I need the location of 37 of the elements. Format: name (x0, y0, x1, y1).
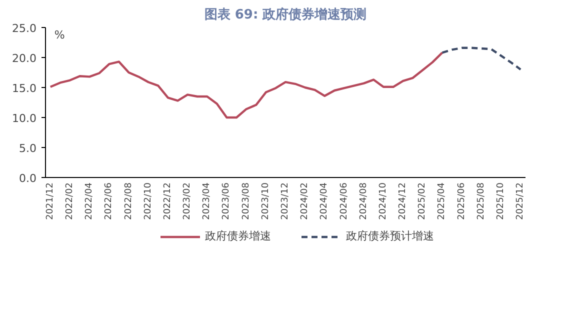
x-tick-label: 2023/06 (222, 182, 232, 220)
x-tick-label: 2023/08 (241, 182, 252, 220)
x-tick-label: 2022/04 (84, 182, 95, 220)
y-axis-title: % (54, 28, 65, 42)
y-tick-label: 10.0 (12, 112, 37, 125)
line-series (49, 52, 444, 119)
x-tick-label: 2025/12 (516, 182, 526, 220)
x-tick-label: 2024/04 (320, 182, 330, 220)
chart-title: 图表 69: 政府债券增速预测 (204, 6, 367, 22)
line-series (441, 46, 522, 71)
x-tick-label: 2022/02 (64, 182, 75, 220)
x-tick-label: 2025/06 (456, 182, 467, 220)
legend-label: 政府债券增速 (205, 228, 271, 244)
x-tick-label: 2025/02 (418, 182, 428, 220)
y-tick-label: 25.0 (12, 22, 37, 35)
x-tick-label: 2025/10 (496, 182, 506, 220)
x-tick-label: 2021/12 (45, 182, 56, 220)
y-tick-label: 15.0 (12, 82, 37, 95)
x-tick-label: 2024/10 (378, 182, 388, 220)
x-tick-label: 2023/10 (260, 182, 271, 220)
x-tick-label: 2024/12 (398, 182, 408, 220)
x-tick-label: 2022/10 (143, 182, 154, 220)
x-tick-label: 2022/08 (124, 182, 134, 220)
y-tick-label: 0.0 (19, 172, 37, 185)
x-tick-label: 2023/02 (182, 182, 193, 220)
x-tick-label: 2025/08 (476, 182, 486, 220)
x-tick-label: 2025/04 (437, 182, 448, 220)
x-tick-label: 2023/04 (202, 182, 212, 220)
legend-label: 政府债券预计增速 (346, 228, 434, 244)
x-tick-label: 2022/12 (162, 182, 173, 220)
x-tick-label: 2023/12 (280, 182, 290, 220)
x-tick-label: 2024/06 (339, 182, 350, 220)
y-tick-label: 5.0 (19, 142, 37, 155)
y-tick-label: 20.0 (12, 52, 37, 65)
x-tick-label: 2024/02 (300, 182, 310, 220)
x-tick-label: 2022/06 (104, 182, 114, 220)
x-tick-label: 2024/08 (358, 182, 369, 220)
